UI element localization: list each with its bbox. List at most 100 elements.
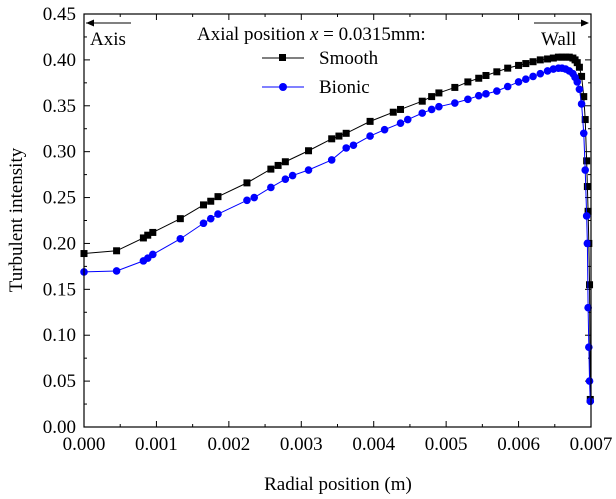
x-tick-label: 0.002	[207, 434, 250, 455]
series-bionic	[80, 64, 595, 406]
data-point-smooth	[274, 161, 282, 169]
x-tick-label: 0.005	[425, 434, 468, 455]
data-point-smooth	[504, 64, 512, 72]
data-point-bionic	[327, 156, 336, 164]
data-point-bionic	[342, 144, 350, 152]
tick-labels: 0.000 0.001 0.002 0.003 0.004 0.005 0.006 0.007…	[43, 4, 613, 455]
data-point-bionic	[577, 100, 586, 108]
data-point-smooth	[243, 179, 251, 187]
data-point-bionic	[529, 72, 537, 81]
data-point-bionic	[304, 166, 313, 174]
data-point-bionic	[573, 78, 582, 86]
data-point-smooth	[583, 183, 591, 191]
data-point-smooth	[536, 56, 544, 64]
data-point-bionic	[451, 99, 459, 107]
data-point-bionic	[543, 67, 552, 75]
legend-title: Axial position x = 0.0315mm:	[197, 24, 426, 45]
data-point-smooth	[144, 231, 152, 239]
data-point-smooth	[418, 97, 426, 105]
data-point-smooth	[565, 53, 573, 61]
data-point-bionic	[586, 397, 595, 406]
data-point-smooth	[558, 53, 566, 61]
y-tick-label: 0.10	[43, 325, 76, 346]
axis-annotation: Axis	[86, 19, 131, 50]
data-point-smooth	[586, 281, 594, 289]
data-point-bionic	[474, 91, 483, 100]
data-point-smooth	[580, 93, 588, 101]
data-point-bionic	[267, 183, 275, 192]
data-point-smooth	[573, 59, 581, 67]
data-point-bionic	[514, 78, 523, 86]
data-point-bionic	[250, 193, 259, 202]
data-point-smooth	[176, 215, 184, 223]
wall-annotation: Wall	[534, 19, 589, 50]
data-point-bionic	[575, 85, 584, 94]
data-point-bionic	[418, 109, 427, 117]
x-tick-label: 0.003	[280, 434, 323, 455]
axis-ticks	[83, 13, 592, 428]
legend-bionic-label: Bionic	[319, 77, 370, 98]
data-point-bionic	[396, 119, 405, 128]
y-tick-label: 0.30	[43, 142, 76, 163]
data-point-smooth	[522, 60, 530, 68]
data-point-smooth	[583, 157, 591, 165]
y-tick-label: 0.05	[43, 371, 76, 392]
data-point-smooth	[149, 228, 157, 236]
legend-bionic-marker	[279, 83, 287, 91]
data-point-smooth	[578, 72, 586, 80]
data-point-smooth	[529, 58, 537, 66]
y-tick-label: 0.45	[43, 4, 76, 25]
data-point-smooth	[389, 108, 397, 116]
data-point-bionic	[214, 210, 222, 218]
wall-arrow-head	[581, 19, 589, 27]
data-point-bionic	[288, 171, 297, 180]
data-point-bionic	[522, 75, 530, 83]
x-axis-label: Radial position (m)	[264, 474, 412, 495]
data-point-bionic	[585, 377, 594, 385]
data-point-smooth	[464, 78, 472, 86]
data-point-smooth	[214, 193, 222, 201]
data-point-bionic	[583, 239, 592, 248]
data-point-smooth	[451, 83, 459, 91]
data-point-bionic	[536, 69, 545, 78]
data-point-bionic	[281, 175, 290, 183]
data-point-smooth	[475, 74, 483, 82]
data-point-smooth	[584, 207, 592, 215]
data-point-smooth	[493, 68, 501, 76]
data-point-bionic	[403, 115, 412, 124]
data-point-smooth	[366, 117, 374, 125]
data-point-bionic	[579, 129, 588, 138]
series-line-bionic	[83, 67, 591, 402]
legend-smooth-marker	[279, 54, 286, 61]
data-point-smooth	[328, 135, 336, 143]
series-layer	[80, 53, 595, 406]
data-point-smooth	[428, 93, 436, 101]
data-point-bionic	[176, 235, 185, 243]
data-point-smooth	[581, 116, 589, 124]
data-point-bionic	[482, 90, 490, 98]
data-point-bionic	[464, 95, 472, 104]
data-point-bionic	[584, 303, 592, 312]
data-point-smooth	[575, 63, 583, 71]
data-point-smooth	[562, 53, 570, 61]
series-smooth	[80, 53, 594, 403]
data-point-smooth	[305, 147, 313, 155]
x-tick-label: 0.000	[63, 434, 106, 455]
legend: Axial position x = 0.0315mm: Smooth Bion…	[197, 24, 426, 98]
data-point-smooth	[200, 201, 208, 209]
data-point-smooth	[554, 53, 562, 61]
wall-annotation-text: Wall	[541, 29, 576, 50]
x-tick-label: 0.007	[570, 434, 613, 455]
data-point-smooth	[113, 247, 121, 255]
data-point-smooth	[544, 55, 552, 63]
axis-annotation-text: Axis	[90, 29, 126, 50]
y-axis-label: Turbulent intensity	[6, 147, 27, 292]
data-point-bionic	[581, 166, 590, 174]
data-point-bionic	[243, 196, 251, 205]
data-point-smooth	[281, 158, 289, 166]
data-point-smooth	[267, 165, 275, 173]
data-point-smooth	[207, 197, 215, 205]
data-point-smooth	[435, 89, 443, 97]
data-point-bionic	[206, 214, 215, 223]
